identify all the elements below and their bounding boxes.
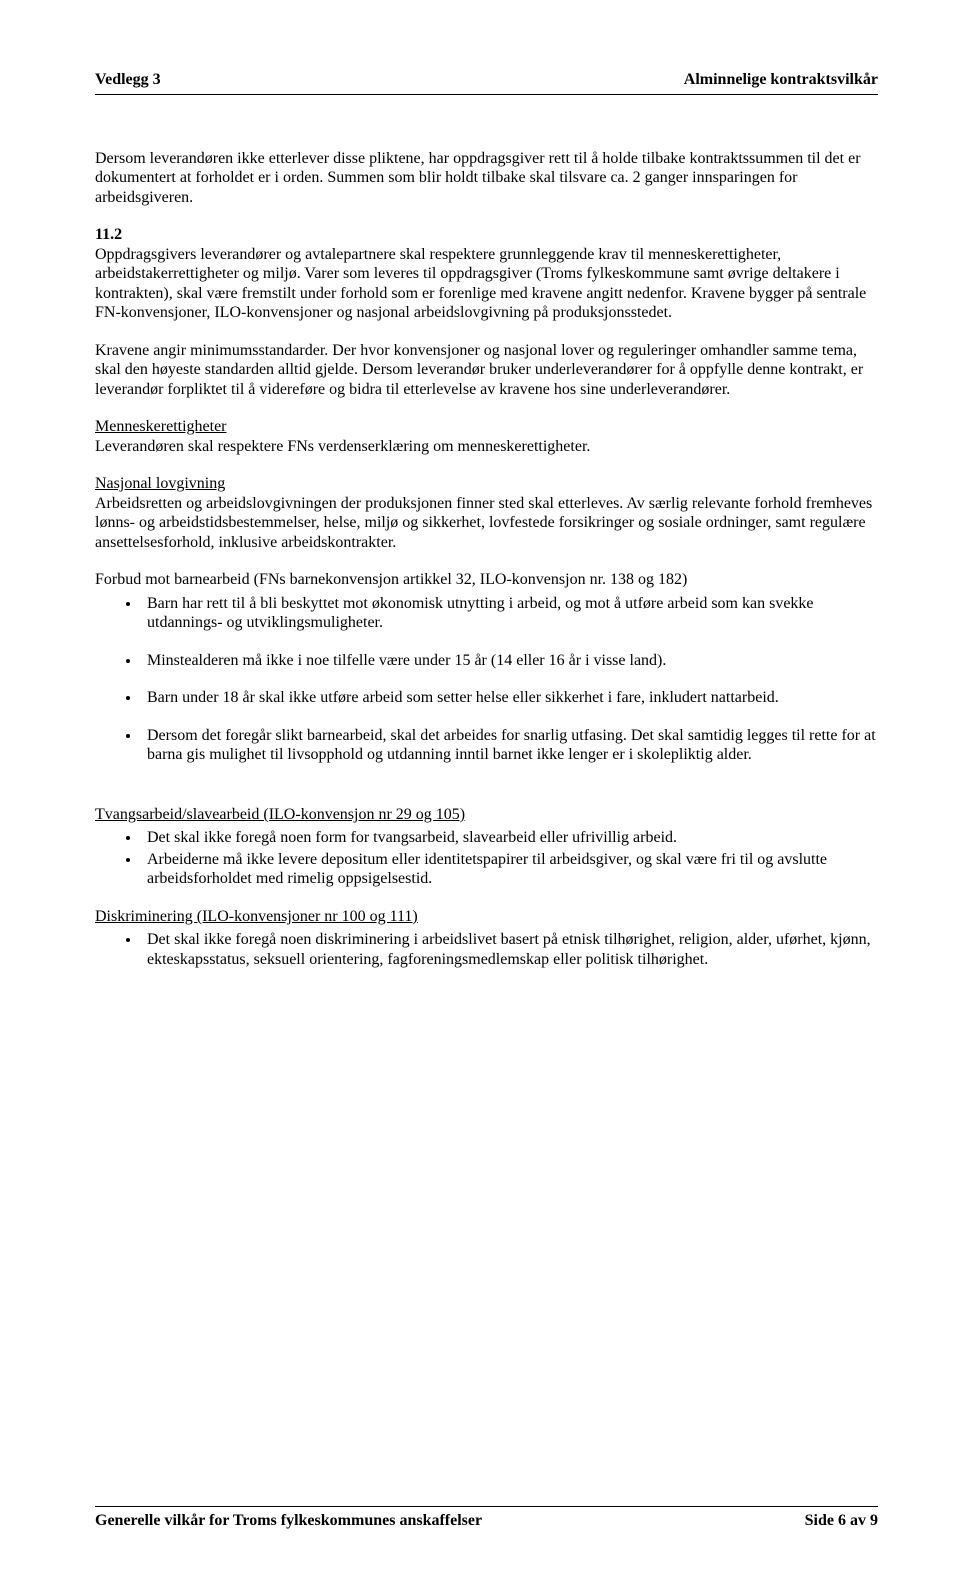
tvangsarbeid-list: Det skal ikke foregå noen form for tvang…: [95, 828, 878, 889]
diskriminering-list: Det skal ikke foregå noen diskriminering…: [95, 930, 878, 969]
page-footer: Generelle vilkår for Troms fylkeskommune…: [95, 1506, 878, 1531]
header-underline: [95, 94, 878, 95]
list-item: Barn under 18 år skal ikke utføre arbeid…: [141, 688, 878, 708]
section-number: 11.2: [95, 226, 122, 243]
barnearbeid-list: Barn har rett til å bli beskyttet mot øk…: [95, 594, 878, 765]
paragraph-intro: Dersom leverandøren ikke etterlever diss…: [95, 149, 878, 208]
footer-line: [95, 1506, 878, 1507]
footer-left: Generelle vilkår for Troms fylkeskommune…: [95, 1511, 482, 1531]
paragraph-minimum: Kravene angir minimumsstandarder. Der hv…: [95, 341, 878, 400]
header-left: Vedlegg 3: [95, 70, 161, 90]
section-11-2-text: Oppdragsgivers leverandører og avtalepar…: [95, 246, 866, 322]
list-item: Det skal ikke foregå noen form for tvang…: [141, 828, 878, 848]
menneskerettigheter-block: Menneskerettigheter Leverandøren skal re…: [95, 417, 878, 456]
barnearbeid-heading: Forbud mot barnearbeid (FNs barnekonvens…: [95, 570, 878, 590]
footer-right: Side 6 av 9: [805, 1511, 878, 1531]
list-item: Arbeiderne må ikke levere depositum elle…: [141, 850, 878, 889]
tvangsarbeid-heading: Tvangsarbeid/slavearbeid (ILO-konvensjon…: [95, 805, 878, 825]
list-item: Det skal ikke foregå noen diskriminering…: [141, 930, 878, 969]
nasjonal-lovgivning-text: Arbeidsretten og arbeidslovgivningen der…: [95, 495, 872, 551]
nasjonal-lovgivning-block: Nasjonal lovgivning Arbeidsretten og arb…: [95, 474, 878, 552]
section-11-2: 11.2 Oppdragsgivers leverandører og avta…: [95, 225, 878, 323]
diskriminering-heading: Diskriminering (ILO-konvensjoner nr 100 …: [95, 907, 878, 927]
page-header: Vedlegg 3 Alminnelige kontraktsvilkår: [95, 70, 878, 90]
nasjonal-lovgivning-heading: Nasjonal lovgivning: [95, 475, 225, 492]
header-right: Alminnelige kontraktsvilkår: [684, 70, 878, 90]
spacer: [95, 783, 878, 805]
list-item: Dersom det foregår slikt barnearbeid, sk…: [141, 726, 878, 765]
list-item: Barn har rett til å bli beskyttet mot øk…: [141, 594, 878, 633]
menneskerettigheter-heading: Menneskerettigheter: [95, 418, 227, 435]
list-item: Minstealderen må ikke i noe tilfelle vær…: [141, 651, 878, 671]
menneskerettigheter-text: Leverandøren skal respektere FNs verdens…: [95, 438, 590, 455]
